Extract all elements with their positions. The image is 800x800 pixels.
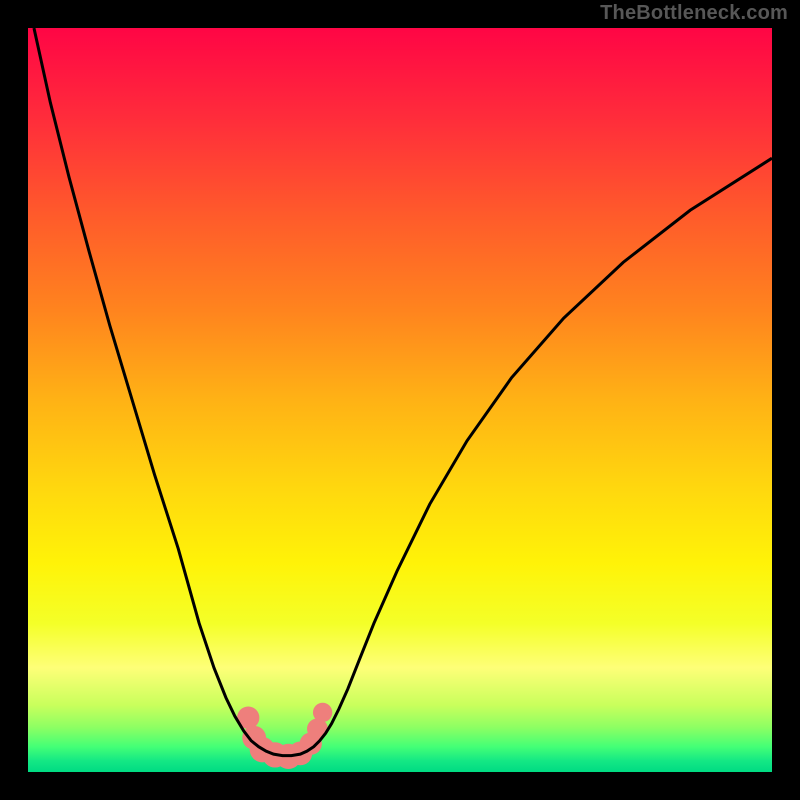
watermark-text: TheBottleneck.com <box>600 2 788 25</box>
plot-area <box>28 28 772 772</box>
gradient-background <box>28 28 772 772</box>
